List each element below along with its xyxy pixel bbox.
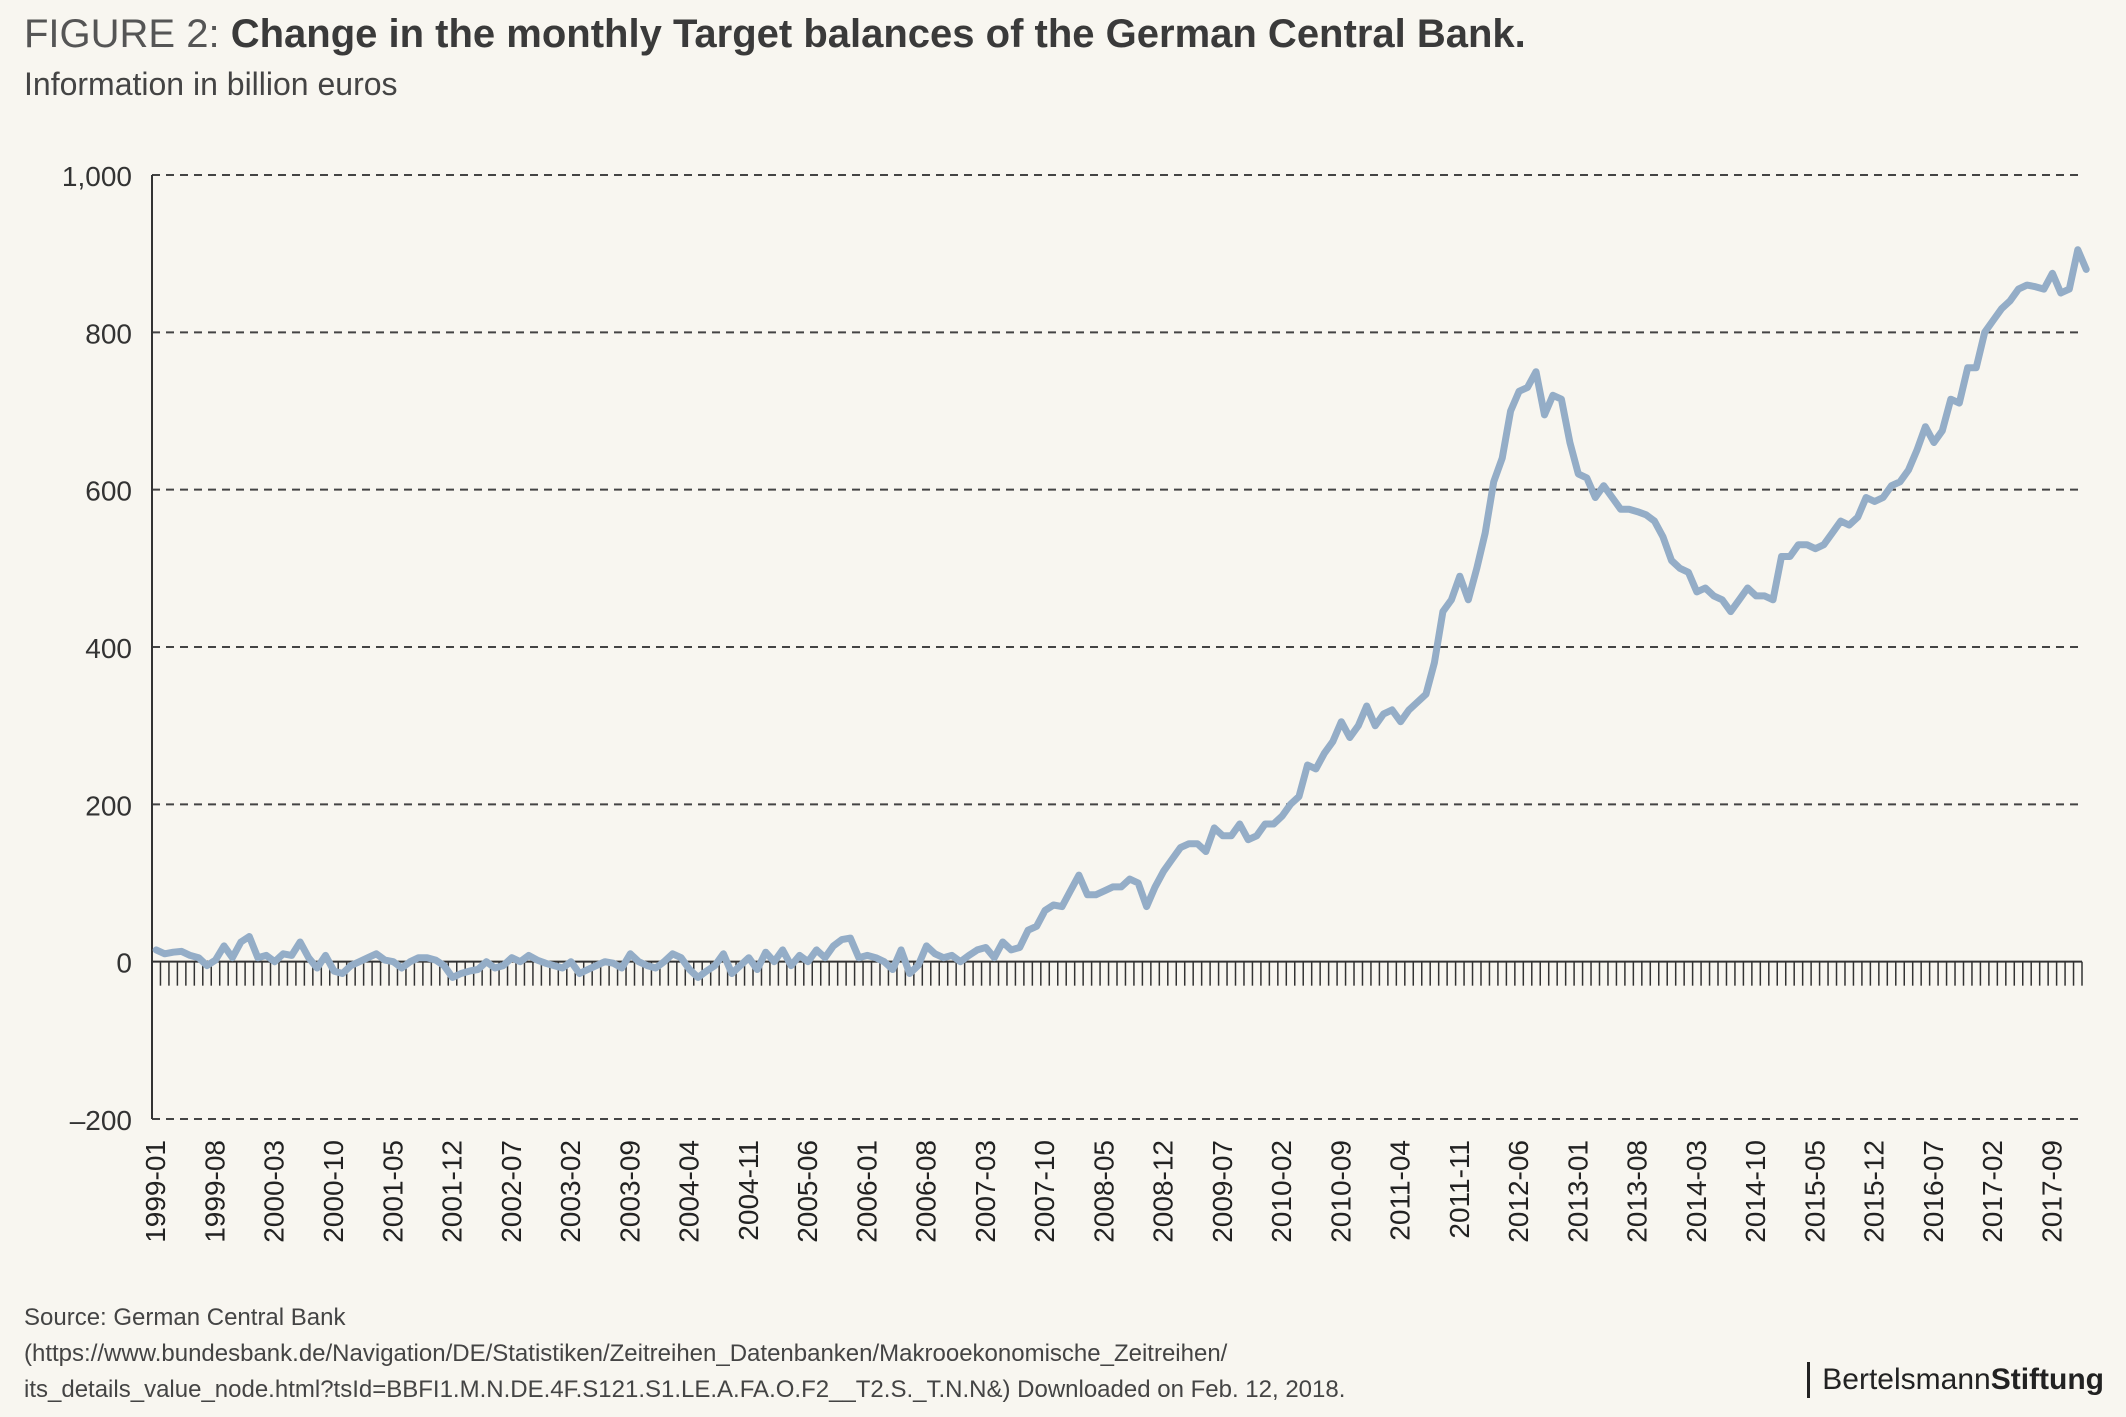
x-tick-label: 2007-03 [970, 1140, 1001, 1243]
figure-label: FIGURE 2: [24, 12, 220, 56]
x-tick-label: 2001-05 [377, 1140, 408, 1243]
x-tick-label: 2014-03 [1681, 1140, 1712, 1243]
x-tick-label: 2005-06 [792, 1140, 823, 1243]
x-tick-label: 2007-10 [1029, 1140, 1060, 1243]
brand-part-1: Bertelsmann [1822, 1363, 1991, 1396]
y-tick-label: 200 [85, 790, 132, 821]
series-line [152, 246, 2090, 981]
y-tick-label: 1,000 [62, 161, 132, 192]
x-tick-label: 2012-06 [1503, 1140, 1534, 1243]
x-tick-label: 2006-08 [911, 1140, 942, 1243]
x-tick-label: 2008-05 [1088, 1140, 1119, 1243]
x-axis-ticks: 1999-01 1999-08 2000-03 2000-10 2001-05 2001-… [140, 1140, 2067, 1243]
x-tick-label: 2014-10 [1740, 1140, 1771, 1243]
x-tick-label: 2006-01 [851, 1140, 882, 1243]
series-lines [152, 246, 2090, 981]
x-tick-label: 2003-09 [614, 1140, 645, 1243]
x-tick-label: 2004-11 [733, 1140, 764, 1241]
axes [151, 175, 2083, 1119]
x-tick-label: 2011-04 [1385, 1140, 1416, 1241]
brand-logo: BertelsmannStiftung [1807, 1362, 2104, 1398]
line-chart: –200 0 200 400 600 800 1,000 1999-01 1999-08 200… [62, 161, 2090, 1243]
x-tick-label: 1999-08 [199, 1140, 230, 1243]
y-tick-label: 0 [116, 948, 132, 979]
x-tick-label: 2013-01 [1562, 1140, 1593, 1243]
chart-title: FIGURE 2: Change in the monthly Target b… [24, 8, 1526, 60]
x-tick-label: 1999-01 [140, 1140, 171, 1243]
y-tick-label: 400 [85, 633, 132, 664]
x-tick-label: 2016-07 [1918, 1140, 1949, 1243]
x-tick-label: 2000-10 [318, 1140, 349, 1243]
x-tick-label: 2015-05 [1799, 1140, 1830, 1243]
x-tick-label: 2001-12 [437, 1140, 468, 1243]
title-text: Change in the monthly Target balances of… [230, 12, 1526, 56]
x-tick-label: 2017-02 [1977, 1140, 2008, 1243]
brand-part-2: Stiftung [1990, 1363, 2104, 1396]
x-tick-label: 2004-04 [674, 1140, 705, 1243]
y-axis-ticks: –200 0 200 400 600 800 1,000 [62, 161, 132, 1136]
source-line-3: its_details_value_node.html?tsId=BBFI1.M… [24, 1376, 1346, 1403]
x-tick-label: 2000-03 [259, 1140, 290, 1243]
x-tick-label: 2003-02 [555, 1140, 586, 1243]
x-tick-label: 2015-12 [1859, 1140, 1890, 1243]
x-tick-label: 2002-07 [496, 1140, 527, 1243]
y-tick-label: 800 [85, 318, 132, 349]
x-tick-label: 2013-08 [1622, 1140, 1653, 1243]
x-tick-label: 2017-09 [2036, 1140, 2067, 1243]
chart-subtitle: Information in billion euros [24, 66, 398, 102]
x-tick-label: 2011-11 [1444, 1140, 1475, 1239]
x-tick-label: 2010-09 [1325, 1140, 1356, 1243]
source-line-2: (https://www.bundesbank.de/Navigation/DE… [24, 1340, 1228, 1367]
x-tick-label: 2008-12 [1148, 1140, 1179, 1243]
source-line-1: Source: German Central Bank [24, 1304, 346, 1331]
source-note: Source: German Central Bank (https://www… [24, 1300, 1345, 1408]
x-tick-label: 2010-02 [1266, 1140, 1297, 1243]
y-tick-label: 600 [85, 476, 132, 507]
x-tick-label: 2009-07 [1207, 1140, 1238, 1243]
y-tick-label: –200 [70, 1105, 132, 1136]
